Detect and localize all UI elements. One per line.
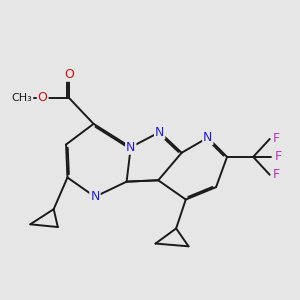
- Text: N: N: [126, 141, 135, 154]
- Text: N: N: [155, 126, 164, 139]
- Text: F: F: [273, 133, 280, 146]
- Text: N: N: [203, 131, 212, 144]
- Text: CH₃: CH₃: [12, 93, 32, 103]
- Text: F: F: [273, 168, 280, 181]
- Text: N: N: [90, 190, 100, 203]
- Text: O: O: [64, 68, 74, 81]
- Text: O: O: [38, 91, 48, 104]
- Text: F: F: [274, 150, 281, 164]
